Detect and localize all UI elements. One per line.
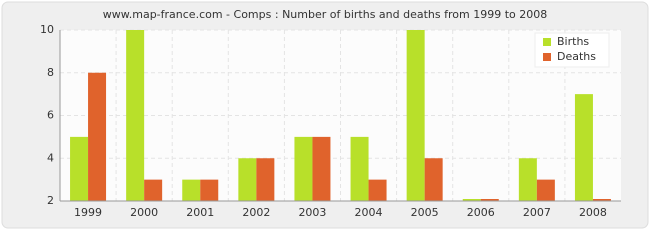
bar — [88, 72, 107, 201]
x-tick-label: 2005 — [411, 206, 439, 219]
y-tick-label: 4 — [47, 151, 54, 164]
bar — [536, 179, 555, 201]
bar — [518, 158, 537, 201]
x-tick-label: 2002 — [242, 206, 270, 219]
legend-box — [534, 32, 610, 68]
x-tick-label: 2006 — [467, 206, 495, 219]
bar — [144, 179, 163, 201]
x-tick-label: 2008 — [579, 206, 607, 219]
chart: www.map-france.com - Comps : Number of b… — [1, 1, 649, 229]
bar — [368, 179, 387, 201]
bar — [200, 179, 219, 201]
y-tick-label: 2 — [47, 194, 54, 207]
bar — [312, 136, 331, 201]
bar — [256, 158, 275, 201]
chart-title: www.map-france.com - Comps : Number of b… — [103, 8, 547, 21]
x-tick-label: 2007 — [523, 206, 551, 219]
x-tick-label: 2001 — [186, 206, 214, 219]
bar — [350, 136, 369, 201]
x-tick-label: 2004 — [355, 206, 383, 219]
bar — [294, 136, 313, 201]
bar — [126, 30, 145, 201]
bar — [238, 158, 257, 201]
legend-swatch — [543, 38, 551, 46]
bar — [70, 136, 89, 201]
y-tick-label: 6 — [47, 109, 54, 122]
x-tick-label: 1999 — [74, 206, 102, 219]
bar — [462, 199, 481, 201]
bar — [480, 199, 499, 201]
y-tick-label: 10 — [40, 23, 54, 36]
x-tick-label: 2000 — [130, 206, 158, 219]
legend-label: Births — [557, 35, 589, 48]
bar — [424, 158, 443, 201]
bar — [182, 179, 201, 201]
bar — [592, 199, 611, 201]
bar — [406, 30, 425, 201]
bar — [574, 94, 593, 201]
legend-swatch — [543, 53, 551, 61]
y-tick-label: 8 — [47, 66, 54, 79]
x-tick-label: 2003 — [298, 206, 326, 219]
legend-label: Deaths — [557, 50, 596, 63]
